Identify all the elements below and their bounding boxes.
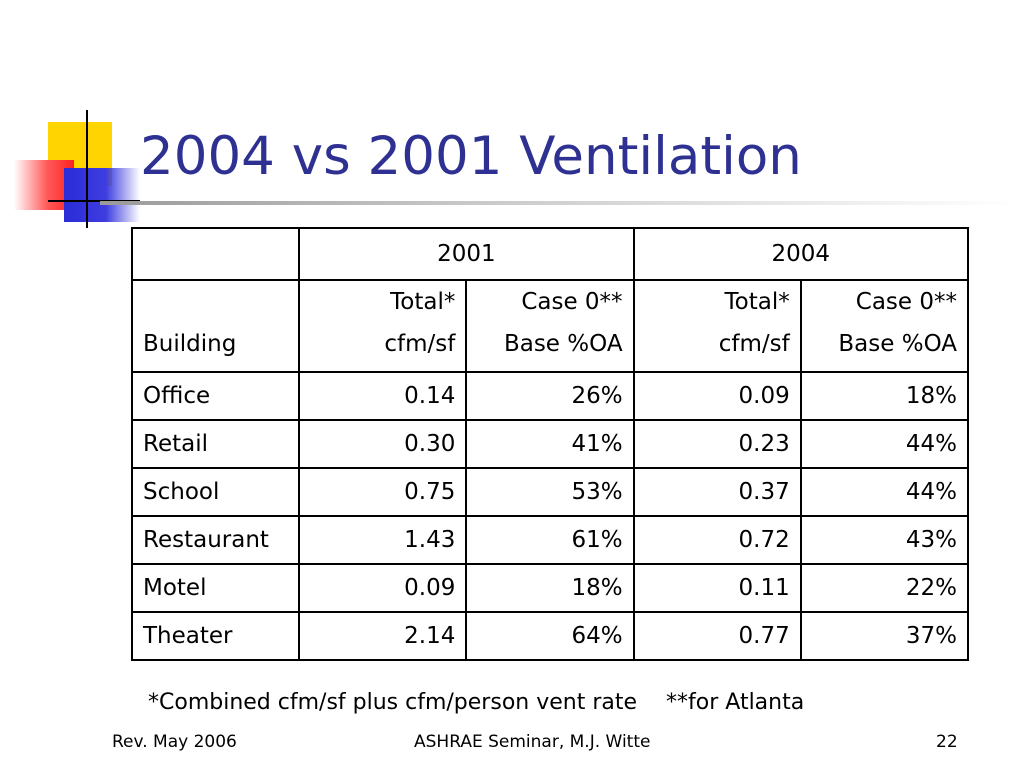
header-case-2001: Case 0** Base %OA [465, 279, 635, 373]
header-building-label: Building [143, 331, 237, 357]
total-2004-cell: 0.37 [632, 467, 802, 517]
total-2004-cell: 0.77 [632, 611, 802, 661]
total-2001-cell: 0.75 [298, 467, 468, 517]
ornament-blue-bar [64, 168, 140, 222]
ornament-vertical-line [86, 110, 88, 228]
total-2004-cell: 0.23 [632, 419, 802, 469]
total-2001-cell: 1.43 [298, 515, 468, 565]
slide-title: 2004 vs 2001 Ventilation [140, 126, 802, 187]
total-2004-cell: 0.11 [632, 563, 802, 613]
oa-2001-cell: 53% [465, 467, 635, 517]
total-2001-cell: 2.14 [298, 611, 468, 661]
footer-page-number: 22 [936, 732, 958, 752]
header-total-line2: cfm/sf [384, 331, 456, 357]
footer-revision: Rev. May 2006 [112, 732, 237, 752]
building-cell: School [130, 467, 301, 517]
oa-2001-cell: 26% [465, 371, 635, 421]
header-case-line1: Case 0** [521, 289, 623, 315]
header-year-2004: 2004 [632, 227, 970, 281]
oa-2001-cell: 61% [465, 515, 635, 565]
table-row: Motel 0.09 18% 0.11 22% [130, 563, 970, 613]
table-row: Retail 0.30 41% 0.23 44% [130, 419, 970, 469]
header-case-2004: Case 0** Base %OA [799, 279, 970, 373]
oa-2004-cell: 22% [799, 563, 970, 613]
header-case-line2: Base %OA [838, 331, 957, 357]
building-cell: Office [130, 371, 301, 421]
oa-2004-cell: 18% [799, 371, 970, 421]
header-total-line1: Total* [390, 289, 456, 315]
header-total-2001: Total* cfm/sf [298, 279, 468, 373]
title-rule [100, 201, 1020, 205]
oa-2004-cell: 43% [799, 515, 970, 565]
table-header-columns: Building Total* cfm/sf Case 0** Base %OA… [130, 279, 970, 373]
oa-2004-cell: 37% [799, 611, 970, 661]
header-year-2001: 2001 [298, 227, 635, 281]
oa-2001-cell: 41% [465, 419, 635, 469]
oa-2004-cell: 44% [799, 467, 970, 517]
total-2004-cell: 0.72 [632, 515, 802, 565]
header-case-line1: Case 0** [855, 289, 957, 315]
header-case-line2: Base %OA [503, 331, 623, 357]
ornament-horizontal-line [48, 200, 140, 202]
footnote-combined: *Combined cfm/sf plus cfm/person vent ra… [148, 690, 638, 715]
ventilation-table: 2001 2004 Building Total* cfm/sf Case 0*… [130, 227, 970, 661]
table-footnote: *Combined cfm/sf plus cfm/person vent ra… [148, 690, 804, 715]
table-row: Office 0.14 26% 0.09 18% [130, 371, 970, 421]
building-cell: Motel [130, 563, 301, 613]
total-2004-cell: 0.09 [632, 371, 802, 421]
header-total-line2: cfm/sf [718, 331, 790, 357]
oa-2001-cell: 18% [465, 563, 635, 613]
oa-2001-cell: 64% [465, 611, 635, 661]
header-total-2004: Total* cfm/sf [632, 279, 802, 373]
building-cell: Restaurant [130, 515, 301, 565]
building-cell: Retail [130, 419, 301, 469]
header-total-line1: Total* [724, 289, 790, 315]
table-header-years: 2001 2004 [130, 227, 970, 281]
total-2001-cell: 0.30 [298, 419, 468, 469]
footer-source: ASHRAE Seminar, M.J. Witte [414, 732, 651, 752]
total-2001-cell: 0.14 [298, 371, 468, 421]
building-cell: Theater [130, 611, 301, 661]
table-row: School 0.75 53% 0.37 44% [130, 467, 970, 517]
table-row: Theater 2.14 64% 0.77 37% [130, 611, 970, 661]
footnote-atlanta: **for Atlanta [666, 690, 805, 715]
table-row: Restaurant 1.43 61% 0.72 43% [130, 515, 970, 565]
header-empty-cell [130, 227, 301, 281]
oa-2004-cell: 44% [799, 419, 970, 469]
header-building: Building [130, 279, 301, 373]
total-2001-cell: 0.09 [298, 563, 468, 613]
